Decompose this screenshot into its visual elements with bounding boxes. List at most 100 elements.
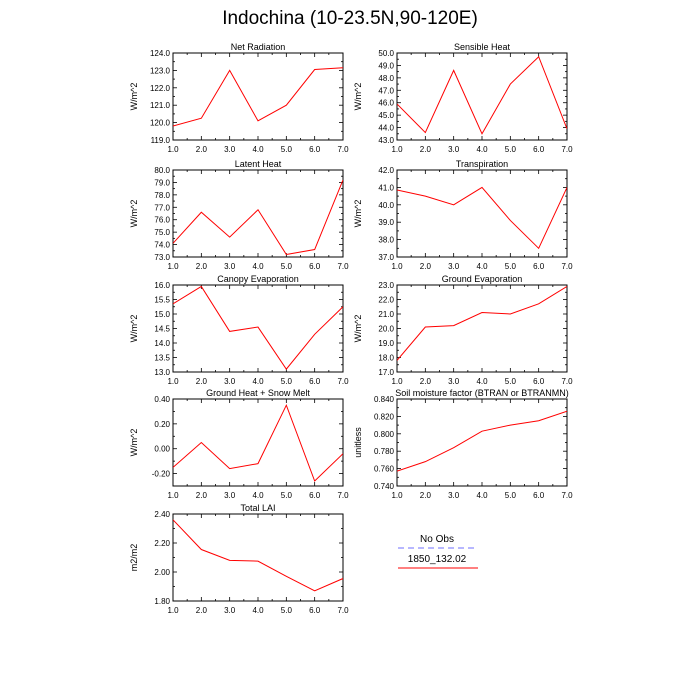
y-axis-label: W/m^2 (129, 200, 139, 228)
plot-frame (172, 52, 344, 141)
x-tick-label: 3.0 (224, 262, 236, 271)
y-tick-label: 48.0 (378, 74, 394, 83)
panel-title: Soil moisture factor (BTRAN or BTRANMN) (395, 388, 569, 398)
panel-latent-heat: Latent Heat W/m^2 1.0 2.0 3.0 4.0 5.0 6.0 7.0 73.… (129, 159, 349, 271)
x-tick-label: 2.0 (196, 145, 208, 154)
y-tick-label: 73.0 (154, 253, 170, 262)
page-title: Indochina (10-23.5N,90-120E) (222, 8, 478, 29)
y-tick-label: 22.0 (378, 296, 394, 305)
y-tick-label: 50.0 (378, 49, 394, 58)
y-tick-label: 37.0 (378, 253, 394, 262)
x-tick-label: 6.0 (533, 145, 545, 154)
y-tick-label: 23.0 (378, 281, 394, 290)
panel-total-lai: Total LAI m2/m2 1.0 2.0 3.0 4.0 5.0 6.0 7.0 1.80 2… (129, 503, 349, 615)
x-tick-label: 1.0 (167, 491, 179, 500)
y-tick-label: 0.20 (154, 420, 170, 429)
y-tick-label: 119.0 (151, 136, 171, 145)
panel-title: Sensible Heat (454, 42, 511, 52)
y-tick-label: 0.00 (154, 445, 170, 454)
panel-title: Net Radiation (231, 42, 286, 52)
y-tick-label: 44.0 (378, 124, 394, 133)
series-line-1850 (397, 286, 567, 361)
y-tick-label: 1.80 (154, 597, 170, 606)
plot-frame (396, 284, 568, 373)
series-line-1850 (173, 403, 343, 482)
x-tick-label: 3.0 (224, 377, 236, 386)
plot-frame (172, 169, 344, 258)
y-tick-label: 120.0 (150, 119, 171, 128)
y-tick-label: 20.0 (378, 325, 394, 334)
y-tick-label: 49.0 (378, 61, 394, 70)
y-tick-label: 0.760 (374, 465, 395, 474)
y-tick-label: 77.0 (154, 203, 170, 212)
y-tick-label: 0.40 (154, 395, 170, 404)
series-line-1850 (397, 410, 567, 472)
y-tick-label: 0.780 (374, 447, 395, 456)
series-line-1850 (173, 519, 343, 592)
panel-title: Latent Heat (235, 159, 282, 169)
y-tick-label: 18.0 (378, 354, 394, 363)
y-tick-label: 15.5 (154, 296, 170, 305)
x-tick-label: 1.0 (167, 145, 179, 154)
series-line-1850 (397, 55, 567, 135)
y-tick-label: 76.0 (154, 216, 170, 225)
y-axis-label: W/m^2 (353, 83, 363, 111)
y-tick-label: 13.5 (154, 354, 170, 363)
x-tick-label: 3.0 (224, 145, 236, 154)
y-tick-label: 21.0 (378, 310, 394, 319)
x-tick-label: 2.0 (196, 377, 208, 386)
y-axis-label: W/m^2 (353, 315, 363, 343)
x-tick-label: 2.0 (196, 262, 208, 271)
x-tick-label: 5.0 (505, 377, 517, 386)
x-tick-label: 6.0 (309, 377, 321, 386)
x-tick-label: 2.0 (196, 491, 208, 500)
y-tick-label: 39.0 (378, 218, 394, 227)
y-tick-label: 123.0 (150, 66, 171, 75)
y-tick-label: 122.0 (150, 84, 171, 93)
y-axis-label: m2/m2 (129, 544, 139, 572)
y-tick-label: -0.20 (152, 470, 171, 479)
x-tick-label: 5.0 (505, 145, 517, 154)
panel-ground-evaporation: Ground Evaporation W/m^2 1.0 2.0 3.0 4.0 5.0 6.… (353, 274, 573, 386)
x-tick-label: 4.0 (476, 377, 488, 386)
y-tick-label: 2.40 (154, 510, 170, 519)
x-tick-label: 1.0 (391, 491, 403, 500)
x-tick-label: 4.0 (252, 491, 264, 500)
y-tick-label: 2.20 (154, 539, 170, 548)
x-tick-label: 3.0 (224, 606, 236, 615)
series-line-1850 (173, 67, 343, 127)
y-tick-label: 46.0 (378, 99, 394, 108)
x-tick-label: 3.0 (224, 491, 236, 500)
y-tick-label: 14.5 (154, 325, 170, 334)
y-tick-label: 45.0 (378, 111, 394, 120)
x-tick-label: 1.0 (391, 262, 403, 271)
plot-frame (172, 398, 344, 487)
y-tick-label: 121.0 (150, 101, 171, 110)
plot-frame (172, 513, 344, 602)
x-tick-label: 6.0 (533, 491, 545, 500)
y-tick-label: 15.0 (154, 310, 170, 319)
y-tick-label: 0.820 (374, 412, 395, 421)
x-tick-label: 5.0 (281, 606, 293, 615)
plot-frame (172, 284, 344, 373)
y-tick-label: 0.840 (374, 395, 395, 404)
x-tick-label: 1.0 (167, 377, 179, 386)
series-line-1850 (173, 285, 343, 370)
x-tick-label: 2.0 (420, 377, 432, 386)
y-axis-label: unitless (353, 427, 363, 458)
series-line-1850 (397, 186, 567, 250)
y-tick-label: 74.0 (154, 241, 170, 250)
x-tick-label: 2.0 (420, 262, 432, 271)
x-tick-label: 5.0 (281, 491, 293, 500)
x-tick-label: 6.0 (309, 606, 321, 615)
y-axis-label: W/m^2 (129, 315, 139, 343)
panel-title: Transpiration (456, 159, 508, 169)
panel-soil-moisture-factor: Soil moisture factor (BTRAN or BTRANMN) u… (353, 388, 573, 500)
x-tick-label: 6.0 (309, 491, 321, 500)
y-tick-label: 75.0 (154, 228, 170, 237)
x-tick-label: 6.0 (533, 377, 545, 386)
y-axis-label: W/m^2 (129, 429, 139, 457)
x-tick-label: 6.0 (533, 262, 545, 271)
panel-title: Ground Heat + Snow Melt (206, 388, 310, 398)
y-tick-label: 47.0 (378, 86, 394, 95)
